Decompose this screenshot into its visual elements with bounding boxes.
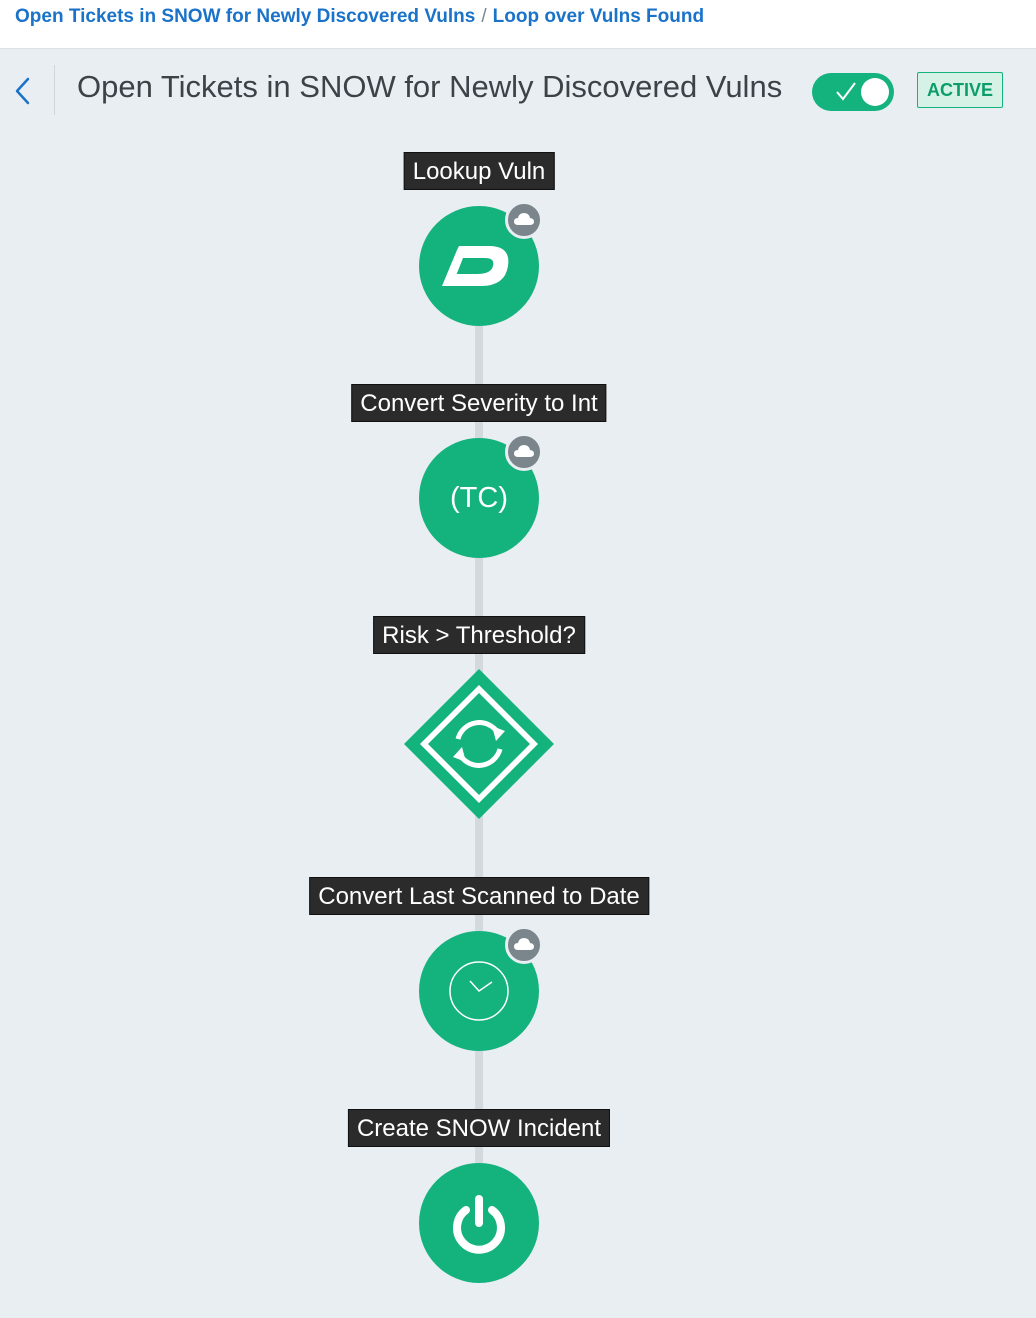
back-button[interactable] bbox=[8, 71, 38, 111]
cloud-icon bbox=[514, 938, 534, 950]
dark-logo-icon bbox=[442, 246, 509, 286]
cloud-badge bbox=[505, 201, 543, 239]
workflow-title: Open Tickets in SNOW for Newly Discovere… bbox=[77, 69, 783, 104]
cloud-icon bbox=[514, 213, 534, 225]
active-toggle[interactable] bbox=[812, 73, 894, 111]
cloud-badge bbox=[505, 433, 543, 471]
workflow-header: Open Tickets in SNOW for Newly Discovere… bbox=[0, 49, 1036, 131]
step-node-lookup-vuln[interactable] bbox=[419, 201, 543, 326]
step-label-convert-date: Convert Last Scanned to Date bbox=[309, 877, 649, 915]
step-node-convert-severity[interactable]: (TC) bbox=[419, 433, 543, 558]
header-divider bbox=[54, 65, 55, 115]
workflow-canvas: Open Tickets in SNOW for Newly Discovere… bbox=[0, 49, 1036, 1318]
chevron-left-icon bbox=[15, 77, 30, 105]
clock-icon bbox=[449, 961, 509, 1021]
step-label-create-incident: Create SNOW Incident bbox=[347, 1109, 611, 1147]
step-label-lookup-vuln: Lookup Vuln bbox=[403, 152, 555, 190]
breadcrumb-separator: / bbox=[481, 6, 487, 27]
step-node-convert-date[interactable] bbox=[419, 926, 543, 1051]
status-badge: ACTIVE bbox=[917, 72, 1003, 108]
breadcrumb-item-workflow[interactable]: Open Tickets in SNOW for Newly Discovere… bbox=[15, 6, 476, 27]
cloud-badge bbox=[505, 926, 543, 964]
cloud-icon bbox=[514, 445, 534, 457]
power-icon bbox=[453, 1195, 505, 1254]
step-label-convert-severity: Convert Severity to Int bbox=[351, 384, 607, 422]
step-node-create-incident[interactable] bbox=[419, 1163, 539, 1283]
loop-arrows-icon bbox=[404, 669, 554, 819]
step-node-risk-threshold[interactable] bbox=[404, 669, 554, 819]
check-icon bbox=[836, 82, 856, 101]
toggle-knob bbox=[861, 78, 889, 106]
breadcrumb-item-loop[interactable]: Loop over Vulns Found bbox=[492, 6, 705, 27]
breadcrumb: Open Tickets in SNOW for Newly Discovere… bbox=[0, 0, 1036, 49]
step-label-risk-threshold: Risk > Threshold? bbox=[373, 616, 585, 654]
tc-icon: (TC) bbox=[450, 482, 508, 514]
